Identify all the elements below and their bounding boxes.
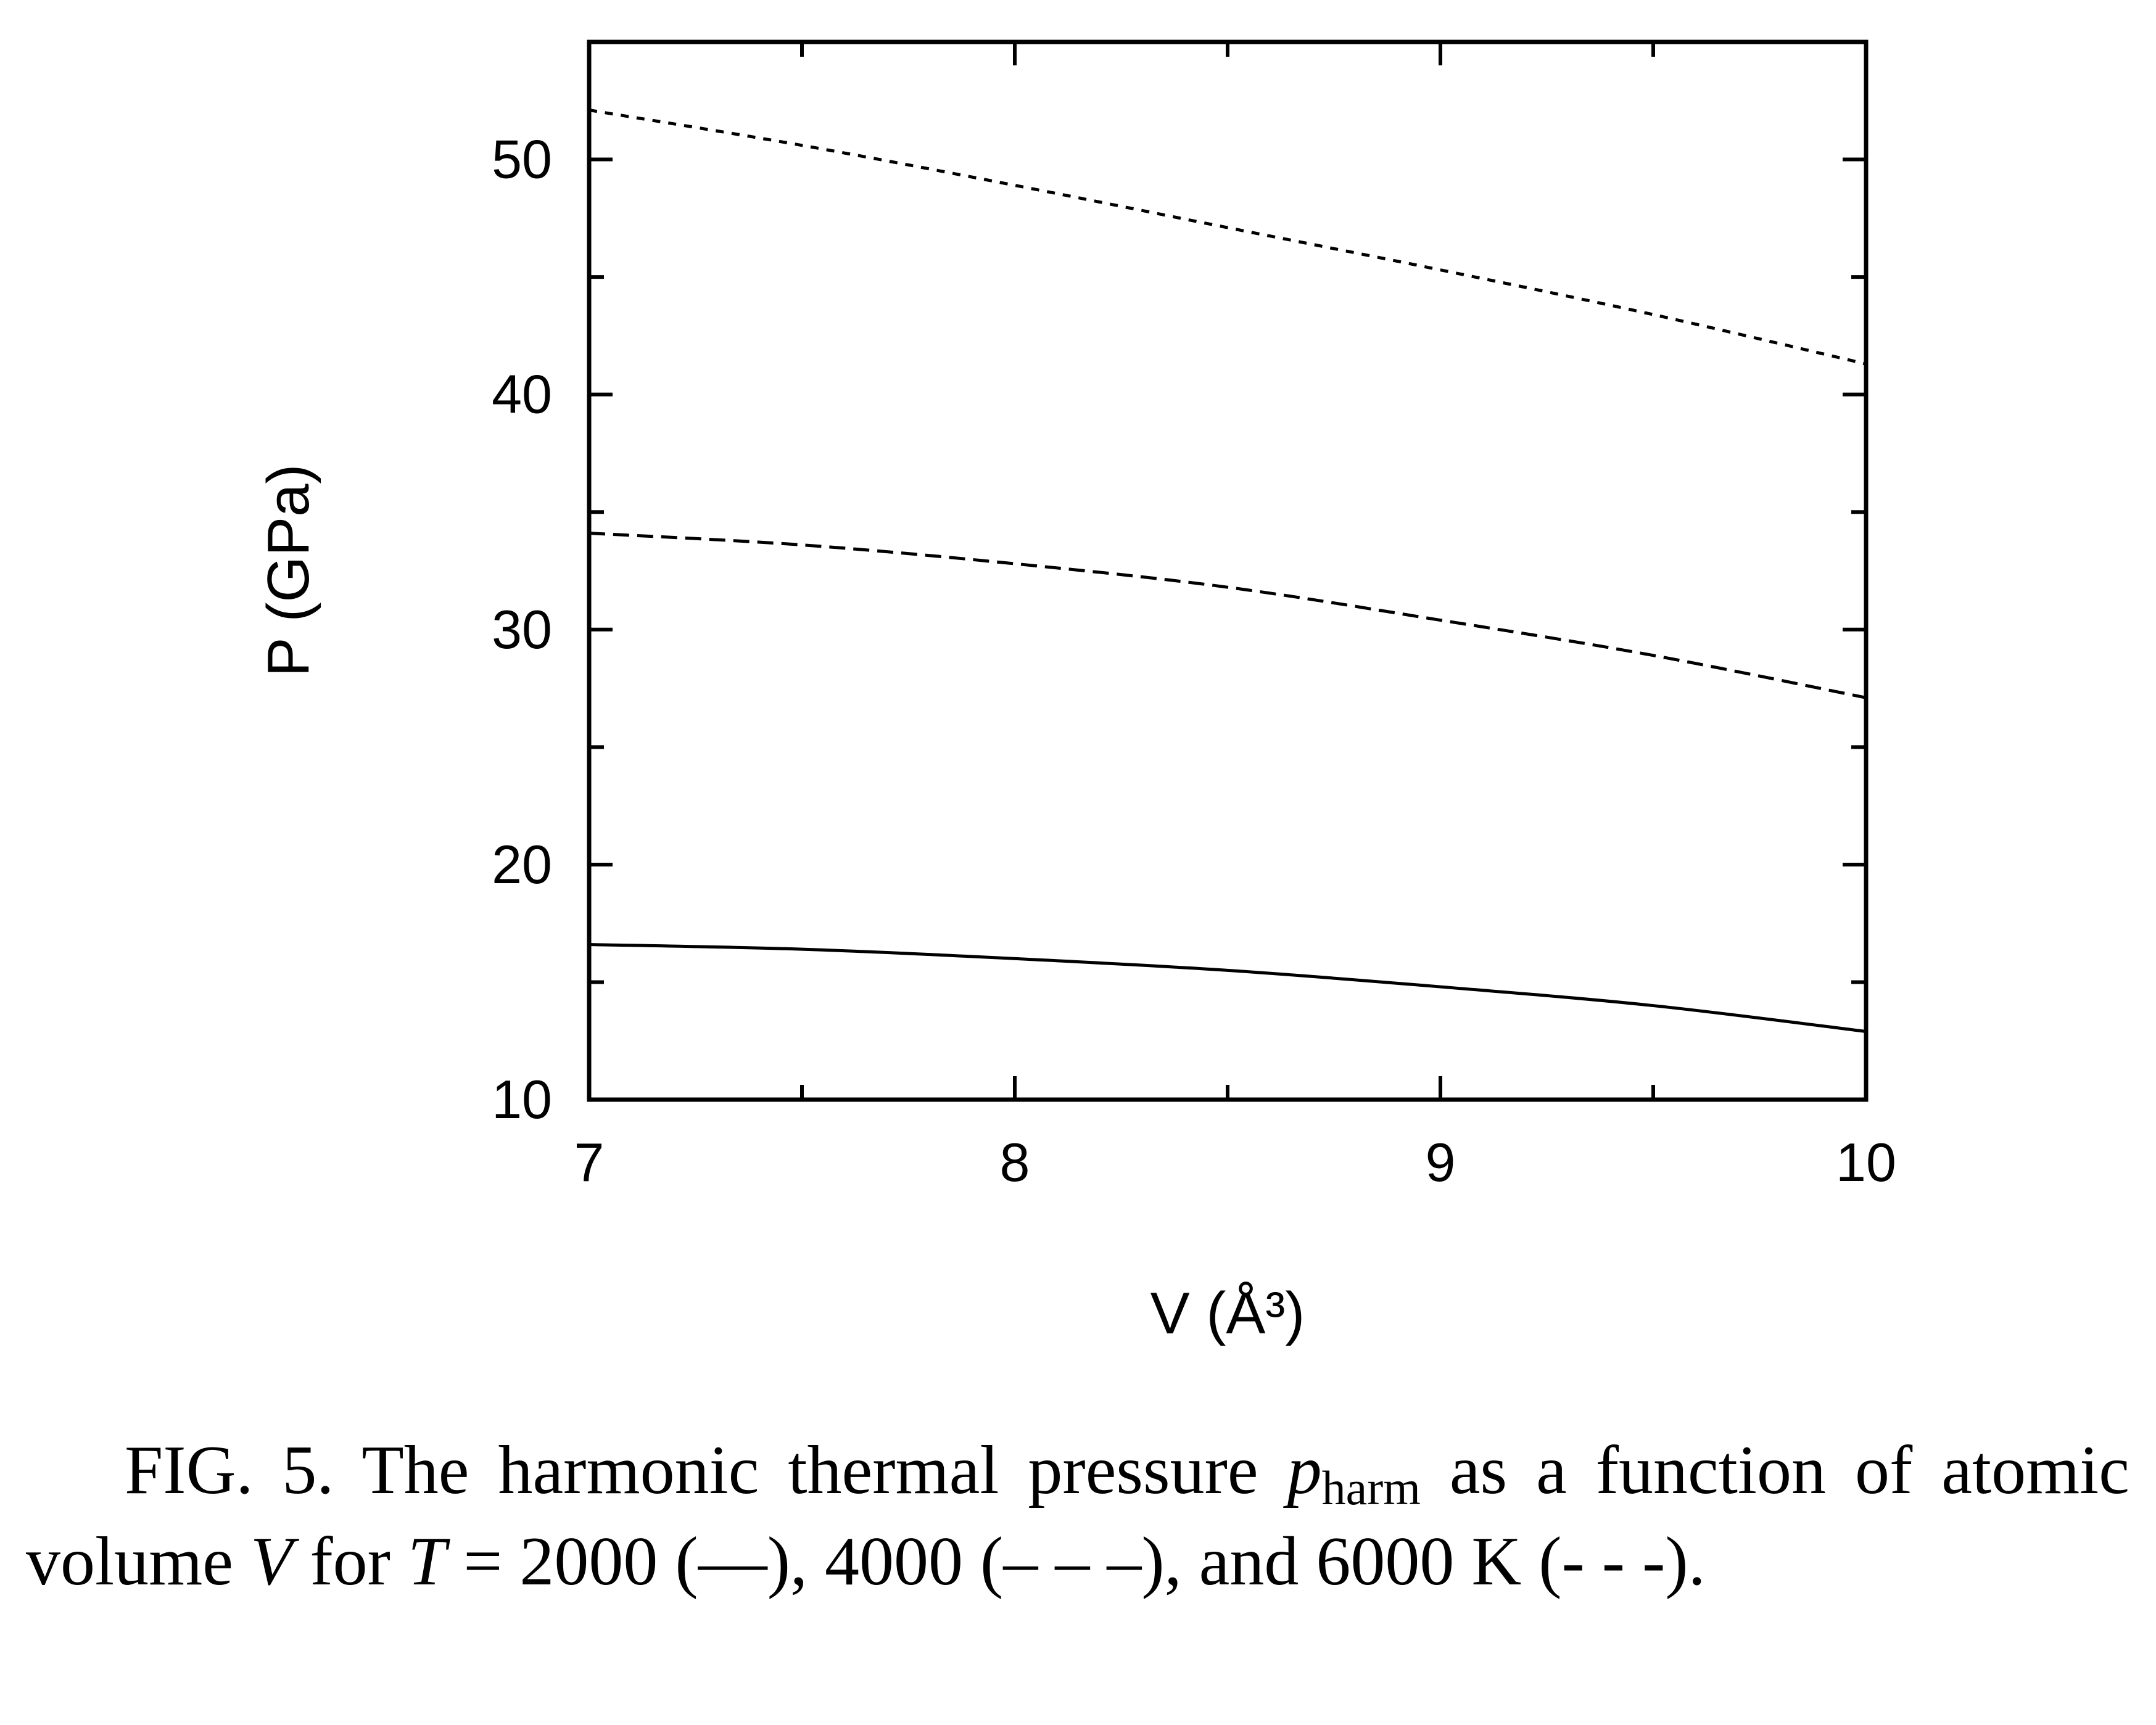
caption-p-symbol: p bbox=[1287, 1432, 1322, 1509]
y-tick-label: 40 bbox=[492, 364, 552, 425]
labels-layer: 7 8 9 10 10 20 30 40 50 bbox=[492, 129, 1896, 1193]
y-tick-label: 10 bbox=[492, 1069, 552, 1130]
plot-frame bbox=[587, 39, 1869, 1102]
series-line-3 bbox=[589, 109, 1867, 366]
x-tick-label: 10 bbox=[1836, 1132, 1896, 1193]
figure-caption: FIG. 5. The harmonic thermal pressure ph… bbox=[26, 1425, 2129, 1607]
caption-text-2: as a function of atomic volume bbox=[26, 1432, 2130, 1600]
y-tick-label: 20 bbox=[492, 834, 552, 895]
x-tick-label: 7 bbox=[574, 1132, 605, 1193]
series-line-2 bbox=[589, 532, 1867, 699]
y-tick-label: 30 bbox=[492, 599, 552, 660]
caption-text-1: The harmonic thermal pressure bbox=[334, 1432, 1287, 1509]
caption-text-3: for bbox=[292, 1523, 408, 1600]
caption-text-4: = 2000 (—), 4000 (– – –), and 6000 K (- … bbox=[446, 1523, 1706, 1600]
caption-t-symbol: T bbox=[407, 1523, 447, 1600]
x-tick-label: 9 bbox=[1426, 1132, 1456, 1193]
caption-v-symbol: V bbox=[250, 1523, 293, 1600]
series-line-1 bbox=[589, 942, 1867, 1033]
series-layer bbox=[589, 109, 1867, 1033]
y-axis-label: P (GPa) bbox=[255, 464, 321, 677]
caption-label: FIG. 5. bbox=[125, 1432, 334, 1509]
y-tick-label: 50 bbox=[492, 129, 552, 190]
x-axis-label: V (Å³) bbox=[1150, 1280, 1305, 1346]
caption-p-subscript: harm bbox=[1321, 1461, 1421, 1515]
ticks-layer bbox=[587, 40, 1868, 1101]
x-tick-label: 8 bbox=[1000, 1132, 1030, 1193]
chart-figure: 7 8 9 10 10 20 30 40 50 V (Å³) P (GPa) bbox=[255, 39, 1896, 1346]
